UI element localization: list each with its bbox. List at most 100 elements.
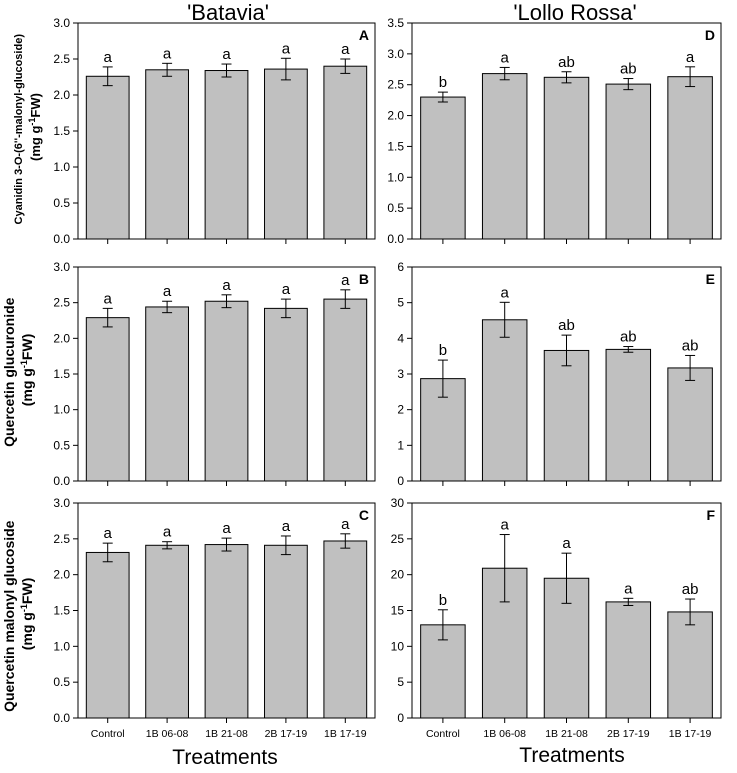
y-tick-label: 0.5	[53, 438, 70, 452]
significance-letter: b	[439, 342, 447, 359]
significance-letter: a	[282, 518, 291, 535]
significance-letter: a	[104, 525, 113, 542]
y-label-row3-line2: (mg g-1FW)	[19, 578, 35, 651]
panel-label: B	[359, 271, 369, 287]
significance-letter: a	[104, 290, 113, 307]
panel-label: F	[706, 507, 715, 523]
bar	[323, 540, 368, 719]
y-tick-label: 1.0	[53, 160, 70, 174]
bar	[145, 306, 189, 482]
y-tick-label: 1.0	[387, 170, 404, 184]
y-tick-label: 1.5	[53, 124, 70, 138]
y-tick-label: 6	[397, 260, 404, 274]
panel-label: E	[706, 271, 715, 287]
bar	[264, 307, 308, 482]
y-tick-label: 1.0	[53, 639, 70, 653]
bar	[204, 544, 249, 719]
y-tick-label: 0.5	[387, 201, 404, 215]
bar	[85, 317, 130, 482]
y-label-row3-line1: Quercetin malonyl glucoside	[1, 520, 17, 712]
significance-letter: ab	[682, 581, 699, 598]
significance-letter: b	[439, 74, 447, 91]
y-tick-label: 2.0	[387, 109, 404, 123]
bar	[605, 83, 652, 240]
significance-letter: a	[222, 520, 231, 537]
panel-f: 0 5 10 15 20 25 30 b Control a 1B 06-08 a 1B 21-08 a 2…	[391, 496, 722, 740]
significance-letter: ab	[620, 329, 637, 346]
y-tick-label: 2	[397, 403, 404, 417]
x-tick-label: 1B 21-08	[205, 728, 248, 740]
bar	[323, 298, 368, 482]
y-tick-label: 0.0	[53, 711, 70, 725]
y-tick-label: 1.0	[53, 403, 70, 417]
x-axis-label-right: Treatments	[519, 744, 624, 767]
y-tick-label: 20	[391, 568, 405, 582]
significance-letter: a	[282, 281, 291, 298]
panel-e: 0 1 2 3 4 5 6 b a ab ab ab E	[397, 260, 722, 488]
bar	[481, 319, 528, 482]
significance-letter: a	[501, 49, 510, 66]
bar	[667, 76, 713, 240]
bar	[420, 96, 466, 240]
significance-letter: b	[439, 592, 447, 609]
bar	[264, 68, 308, 240]
y-tick-label: 2.0	[53, 568, 70, 582]
y-label-row1-line1: Cyanidin 3-O-(6''-malonyl-glucoside)	[13, 34, 25, 225]
y-label-row3: Quercetin malonyl glucoside (mg g-1FW)	[1, 516, 35, 712]
significance-letter: a	[562, 535, 571, 552]
y-tick-label: 5	[397, 675, 404, 689]
y-tick-label: 2.0	[53, 331, 70, 345]
bar	[543, 349, 590, 482]
y-tick-label: 0.0	[387, 232, 404, 246]
x-tick-label: 1B 17-19	[669, 728, 712, 740]
x-tick-label: Control	[426, 728, 460, 740]
y-tick-label: 4	[397, 331, 404, 345]
x-tick-label: 1B 06-08	[146, 728, 189, 740]
significance-letter: a	[222, 46, 231, 63]
y-label-row2-line1: Quercetin glucuronide	[1, 297, 17, 447]
x-tick-label: 1B 17-19	[324, 728, 367, 740]
significance-letter: a	[163, 524, 172, 541]
significance-letter: a	[501, 284, 510, 301]
significance-letter: a	[686, 49, 695, 66]
x-tick-label: 2B 17-19	[265, 728, 308, 740]
significance-letter: a	[624, 580, 633, 597]
panel-a: 0.00.51.01.52.02.53.0a a a a aA	[53, 16, 376, 246]
y-label-row1-line2: (mg g-1FW)	[27, 93, 43, 161]
bar	[543, 76, 590, 240]
y-tick-label: 5	[397, 296, 404, 310]
y-tick-label: 3.0	[53, 260, 70, 274]
bar	[605, 348, 652, 482]
significance-letter: ab	[558, 317, 575, 334]
panel-b: 0.00.51.01.52.02.53.0a a a aa B	[53, 260, 376, 488]
bar	[85, 551, 130, 719]
significance-letter: a	[341, 41, 350, 58]
significance-letter: a	[341, 272, 350, 289]
column-title-right: 'Lollo Rossa'	[513, 0, 636, 25]
bar	[481, 73, 528, 240]
x-tick-label: 1B 06-08	[483, 728, 526, 740]
significance-letter: a	[341, 516, 350, 533]
y-tick-label: 0.5	[53, 675, 70, 689]
y-tick-label: 2.5	[53, 52, 70, 66]
column-title-left: 'Batavia'	[187, 0, 269, 25]
significance-letter: a	[104, 49, 113, 66]
panel-label: D	[705, 27, 715, 43]
panels: 0.00.51.01.52.02.53.0a a a a aA0.00.51.01.52…	[53, 16, 722, 740]
bar	[85, 75, 130, 240]
y-tick-label: 3.0	[387, 47, 404, 61]
y-tick-label: 30	[391, 496, 405, 510]
x-tick-label: Control	[91, 728, 125, 740]
significance-letter: a	[163, 283, 172, 300]
y-tick-label: 2.5	[53, 532, 70, 546]
bar	[323, 65, 368, 240]
y-tick-label: 0.0	[53, 232, 70, 246]
y-label-row2-line2: (mg g-1FW)	[19, 334, 35, 407]
panel-label: A	[359, 27, 369, 43]
significance-letter: ab	[620, 61, 637, 78]
significance-letter: a	[282, 40, 291, 57]
bar	[667, 367, 713, 482]
significance-letter: a	[501, 517, 510, 534]
y-tick-label: 2.5	[53, 296, 70, 310]
